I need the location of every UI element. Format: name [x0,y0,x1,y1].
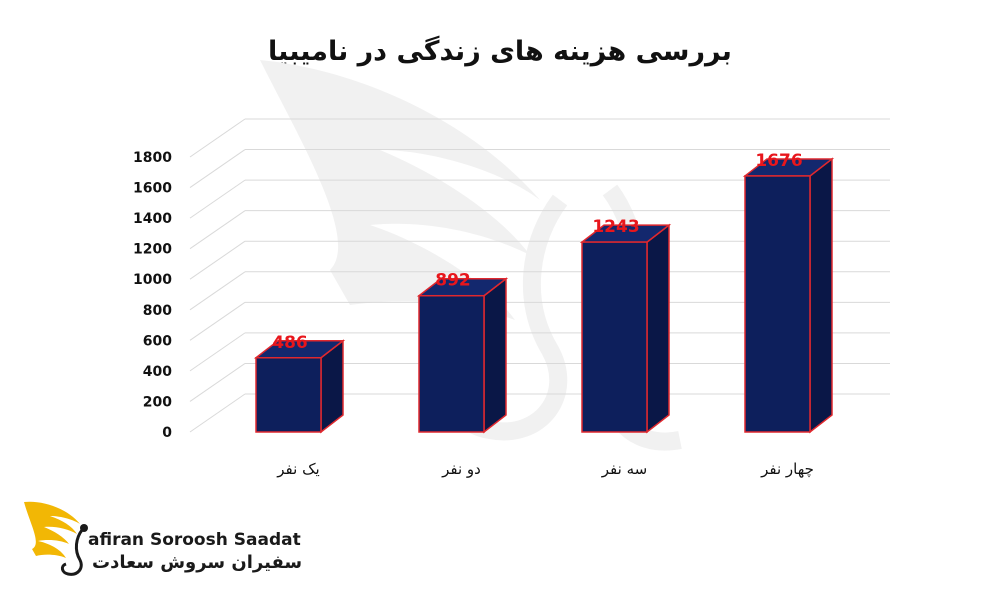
bar-front [255,357,322,433]
x-axis-ticks: یک نفر دو نفر سه نفر چهار نفر [276,460,814,478]
y-tick-label: 1400 [133,211,172,227]
y-tick-label: 1000 [133,272,172,288]
bar-front [744,175,811,433]
watermark-shape [260,60,540,320]
bar [253,339,346,434]
data-label: 892 [435,271,471,291]
gridline-depth [189,240,246,280]
brand-name-english: afiran Soroosh Saadat [88,530,301,550]
wing-logo-icon [24,501,88,576]
x-tick-label: دو نفر [441,460,481,478]
gridline-depth [189,210,246,250]
brand-name-persian: سفیران سروش سعادت [92,552,303,573]
bar-front [418,294,485,433]
y-tick-label: 800 [143,303,172,319]
y-tick-label: 200 [143,394,172,410]
gridline-depth [189,301,246,341]
data-labels: 486 892 1243 1676 [272,151,802,353]
x-tick-label: سه نفر [601,460,647,478]
bar-side [483,277,507,434]
bar-side [809,157,833,434]
gridline-depth [189,118,246,158]
y-tick-label: 600 [143,333,172,349]
y-tick-label: 1800 [133,150,172,166]
x-tick-label: چهار نفر [760,460,814,478]
bar-front [581,241,648,433]
bar [416,277,509,434]
y-tick-label: 400 [143,364,172,380]
data-label: 1243 [592,217,639,237]
y-tick-label: 1600 [133,181,172,197]
chart-title: بررسی هزینه های زندگی در نامیبیا [268,36,732,67]
bar-series [253,157,835,434]
y-tick-label: 0 [162,425,172,441]
gridline-depth [189,271,246,311]
gridline-depth [189,393,246,433]
data-label: 1676 [755,151,802,171]
gridline-depth [189,179,246,219]
data-label: 486 [272,333,308,353]
gridline-depth [189,149,246,188]
gridline-depth [189,363,246,402]
x-tick-label: یک نفر [276,460,319,478]
bar-side [646,223,670,434]
y-tick-label: 1200 [133,242,172,258]
brand-logo: afiran Soroosh Saadat سفیران سروش سعادت [22,494,302,584]
bar [579,223,672,434]
bar [742,157,835,434]
y-axis-ticks: 0 200 400 600 800 1000 1200 1400 1600 1800 [133,150,172,441]
gridline-depth [189,332,246,372]
